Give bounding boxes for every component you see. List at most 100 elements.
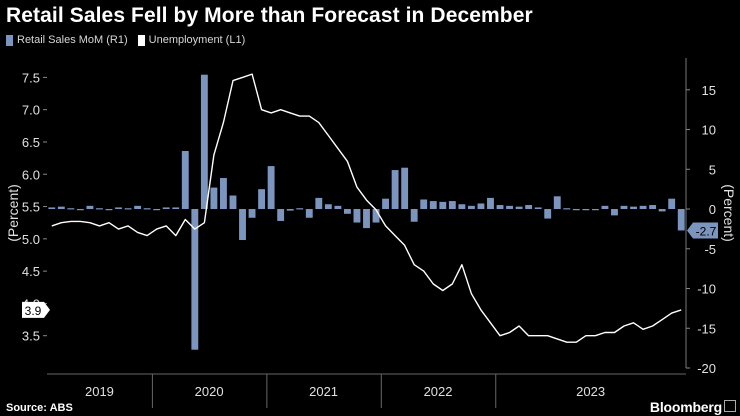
retail-sales-bar <box>86 205 94 210</box>
retail-sales-bar <box>239 209 246 241</box>
last-value-tag-left-pointer <box>44 301 50 318</box>
retail-sales-bar <box>534 207 542 210</box>
retail-sales-bar <box>382 198 390 210</box>
left-tick-label: 7.0 <box>22 103 40 118</box>
left-tick-label: 3.5 <box>22 329 40 344</box>
retail-sales-bar <box>220 178 227 210</box>
legend-label-unemployment: Unemployment (L1) <box>148 34 246 46</box>
retail-sales-bar <box>363 209 370 229</box>
retail-sales-bar <box>48 207 56 210</box>
retail-sales-bar <box>639 205 647 210</box>
retail-sales-bar <box>429 201 437 210</box>
retail-sales-bar <box>200 74 208 210</box>
left-tick-label: 6.5 <box>22 135 40 150</box>
retail-sales-bar <box>248 209 256 218</box>
retail-sales-bar <box>296 208 304 210</box>
retail-sales-bar <box>181 151 189 210</box>
retail-sales-bar <box>439 201 447 210</box>
retail-sales-bar <box>601 205 609 210</box>
retail-sales-bar <box>420 199 428 210</box>
retail-sales-bar <box>658 209 666 212</box>
retail-sales-bar <box>591 209 599 211</box>
last-value-tag-right <box>687 222 718 239</box>
x-tick-label: 2023 <box>576 384 605 399</box>
last-value-tag-left <box>22 301 44 318</box>
retail-sales-bar <box>162 207 170 210</box>
legend-item-unemployment: Unemployment (L1) <box>137 34 246 46</box>
retail-sales-bar <box>115 207 122 210</box>
retail-sales-bar <box>391 170 399 210</box>
retail-sales-bar <box>305 209 313 218</box>
right-tick-label: -10 <box>697 282 716 297</box>
retail-sales-bar <box>563 208 571 210</box>
right-tick-label: 0 <box>709 202 716 217</box>
left-tick-label: 6.0 <box>22 167 40 182</box>
left-axis-title: (Percent) <box>5 184 21 242</box>
retail-sales-bar <box>124 208 132 210</box>
retail-sales-bar <box>448 201 456 210</box>
right-tick-label: 5 <box>709 162 716 177</box>
last-value-label-unemployment: 3.9 <box>25 304 42 318</box>
retail-sales-bar <box>191 209 199 350</box>
retail-sales-bar <box>229 195 237 210</box>
retail-sales-bar <box>677 209 685 231</box>
retail-sales-bar <box>553 196 561 210</box>
retail-sales-bar <box>506 205 513 210</box>
retail-sales-bar <box>324 204 332 210</box>
retail-sales-bar <box>134 205 142 210</box>
chart-title: Retail Sales Fell by More than Forecast … <box>6 4 533 27</box>
retail-sales-bar <box>315 197 323 210</box>
retail-sales-bar <box>582 209 590 211</box>
brand-logo: Bloomberg <box>649 399 722 415</box>
retail-sales-bar <box>210 187 218 210</box>
source-note: Source: ABS <box>6 402 73 414</box>
unemployment-line <box>51 73 682 343</box>
retail-sales-bar <box>401 167 409 210</box>
retail-sales-bar <box>286 209 294 211</box>
left-tick-label: 5.5 <box>22 200 40 215</box>
retail-sales-bar <box>277 209 285 221</box>
x-tick-label: 2021 <box>309 384 338 399</box>
legend-label-retail: Retail Sales MoM (R1) <box>17 34 128 46</box>
right-tick-label: -15 <box>697 321 716 336</box>
retail-sales-bar <box>630 206 637 210</box>
retail-sales-bar <box>544 209 552 219</box>
retail-sales-bar <box>611 209 618 216</box>
right-tick-label: -5 <box>704 242 716 257</box>
retail-sales-bar <box>410 209 418 222</box>
retail-sales-bar <box>334 205 342 210</box>
right-axis-title: (Percent) <box>721 184 737 242</box>
retail-sales-bar <box>620 205 628 210</box>
legend: Retail Sales MoM (R1) Unemployment (L1) <box>6 34 245 46</box>
left-tick-label: 7.5 <box>22 70 40 85</box>
right-tick-label: -20 <box>697 361 716 376</box>
retail-sales-bar <box>105 209 113 211</box>
legend-item-retail: Retail Sales MoM (R1) <box>6 34 128 46</box>
retail-sales-bar <box>487 197 494 210</box>
retail-sales-bar <box>649 205 657 210</box>
retail-sales-bar <box>668 198 676 210</box>
right-tick-label: 15 <box>702 83 716 98</box>
x-tick-label: 2020 <box>195 384 224 399</box>
retail-sales-bar <box>477 203 485 210</box>
retail-sales-bar <box>267 166 275 210</box>
bloomberg-mark-icon <box>724 400 736 412</box>
last-value-label-retail: -2.7 <box>696 224 717 238</box>
retail-sales-bar <box>372 209 380 223</box>
retail-sales-bar <box>67 208 75 210</box>
left-tick-label: 5.0 <box>22 232 40 247</box>
legend-swatch-line <box>137 34 145 46</box>
retail-sales-bar <box>515 206 523 210</box>
retail-sales-bar <box>458 204 466 210</box>
right-tick-label: 10 <box>702 123 716 138</box>
retail-sales-bar <box>525 205 533 210</box>
x-tick-label: 2019 <box>85 384 114 399</box>
left-tick-label: 4.5 <box>22 264 40 279</box>
retail-sales-bar <box>467 205 475 210</box>
retail-sales-bar <box>172 207 180 210</box>
legend-swatch-bar <box>6 34 13 46</box>
retail-sales-bar <box>76 209 84 211</box>
x-tick-label: 2022 <box>424 384 453 399</box>
retail-sales-bar <box>343 209 351 214</box>
